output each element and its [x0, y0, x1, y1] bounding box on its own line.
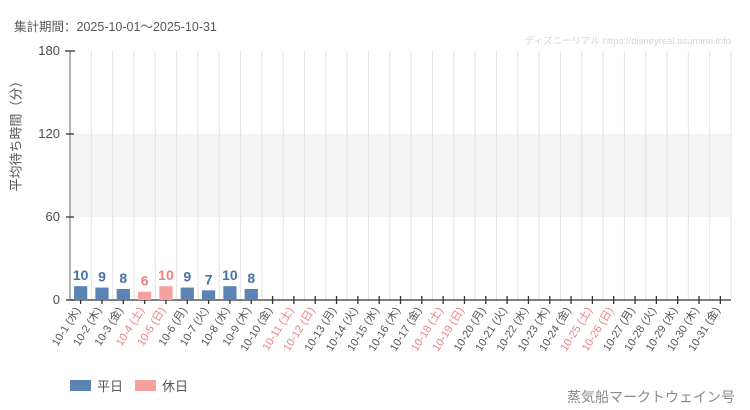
svg-text:180: 180: [38, 43, 60, 58]
svg-text:10: 10: [158, 267, 174, 283]
svg-text:10: 10: [73, 267, 89, 283]
svg-text:9: 9: [98, 269, 106, 285]
svg-text:7: 7: [205, 271, 213, 287]
svg-text:60: 60: [46, 209, 60, 224]
svg-text:9: 9: [183, 269, 191, 285]
svg-text:6: 6: [141, 273, 149, 289]
svg-text:120: 120: [38, 126, 60, 141]
svg-text:10: 10: [222, 267, 238, 283]
svg-text:0: 0: [53, 292, 60, 307]
svg-text:8: 8: [119, 270, 127, 286]
svg-text:8: 8: [247, 270, 255, 286]
